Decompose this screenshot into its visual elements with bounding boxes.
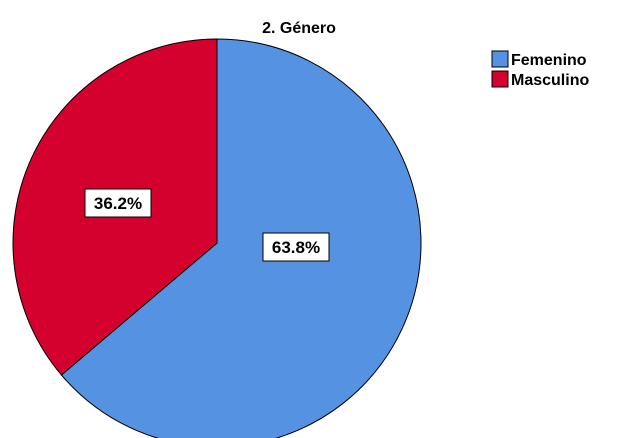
legend-swatch: [491, 70, 509, 88]
chart-title: 2. Género: [262, 20, 336, 37]
slice-label-femenino: 63.8%: [262, 232, 330, 262]
slice-labels: 63.8% 36.2%: [84, 188, 330, 262]
slice-label-text: 63.8%: [272, 238, 320, 257]
legend-item-femenino: Femenino: [491, 50, 587, 69]
legend-label: Masculino: [511, 72, 589, 89]
pie-slices: [12, 38, 422, 438]
slice-label-box: [84, 188, 152, 218]
pie-slice-femenino: [60, 38, 422, 438]
legend-swatch: [491, 50, 509, 68]
legend-item-masculino: Masculino: [491, 70, 589, 89]
slice-label-box: [262, 232, 330, 262]
legend: Femenino Masculino: [491, 50, 589, 89]
legend-label: Femenino: [511, 52, 587, 69]
slice-label-text: 36.2%: [94, 194, 142, 213]
slice-label-masculino: 36.2%: [84, 188, 152, 218]
